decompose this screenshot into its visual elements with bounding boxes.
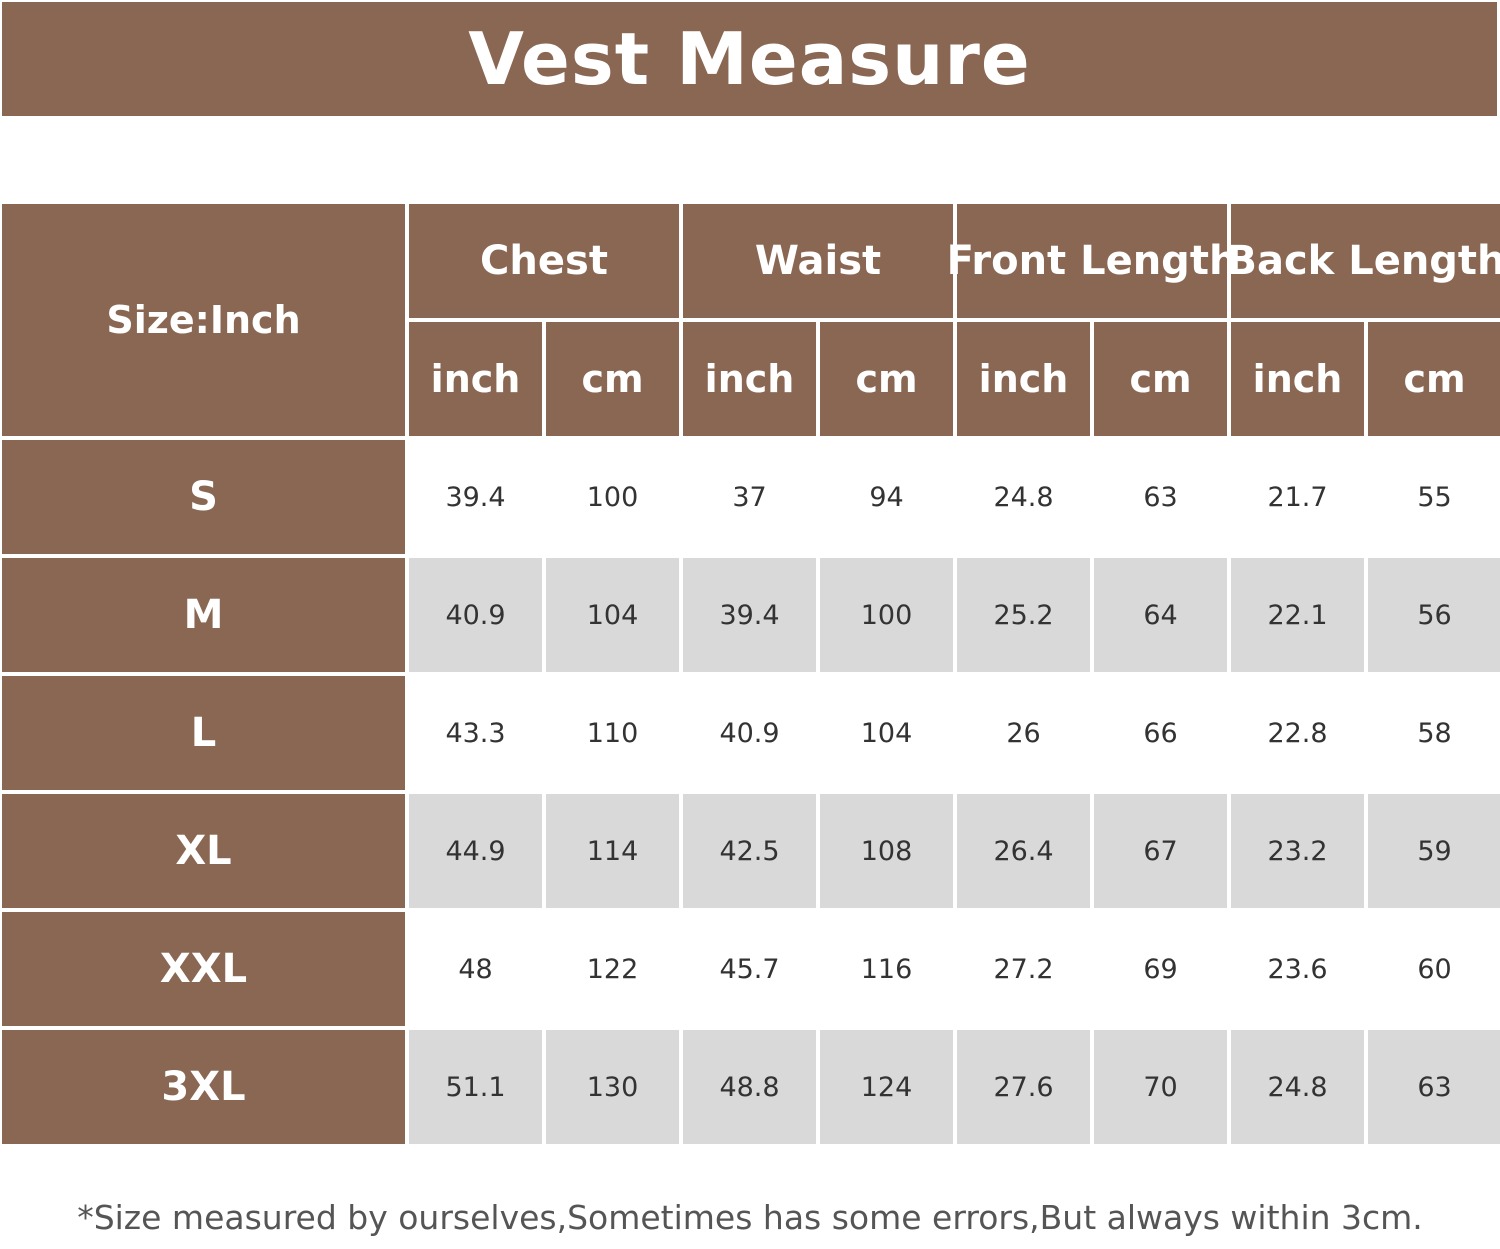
group-header-back-length: Back Length	[1226, 204, 1500, 318]
page-title: Vest Measure	[468, 17, 1031, 101]
table-cell: 48.8	[683, 1030, 816, 1144]
table-cell: 40.9	[409, 558, 542, 672]
size-label: M	[2, 558, 405, 672]
table-cell: 27.2	[957, 912, 1090, 1026]
group-header-waist: Waist	[683, 204, 953, 318]
size-label: XL	[2, 794, 405, 908]
table-cell: 63	[1368, 1030, 1500, 1144]
table-cell: 56	[1368, 558, 1500, 672]
table-cell: 25.2	[957, 558, 1090, 672]
table-cell: 108	[820, 794, 953, 908]
table-cell: 23.6	[1231, 912, 1364, 1026]
table-cell: 43.3	[409, 676, 542, 790]
unit-header: inch	[409, 322, 542, 436]
table-cell: 51.1	[409, 1030, 542, 1144]
table-cell: 59	[1368, 794, 1500, 908]
size-table: Size:Inch Chest Waist Front Length Back …	[2, 204, 1500, 1150]
table-cell: 23.2	[1231, 794, 1364, 908]
table-cell: 21.7	[1231, 440, 1364, 554]
table-cell: 100	[820, 558, 953, 672]
table-cell: 22.1	[1231, 558, 1364, 672]
unit-header: cm	[546, 322, 679, 436]
table-cell: 22.8	[1231, 676, 1364, 790]
unit-header: inch	[1231, 322, 1364, 436]
size-label: L	[2, 676, 405, 790]
table-cell: 26.4	[957, 794, 1090, 908]
table-cell: 104	[546, 558, 679, 672]
table-cell: 24.8	[957, 440, 1090, 554]
table-cell: 39.4	[683, 558, 816, 672]
size-label: S	[2, 440, 405, 554]
table-cell: 24.8	[1231, 1030, 1364, 1144]
table-cell: 64	[1094, 558, 1227, 672]
table-cell: 44.9	[409, 794, 542, 908]
table-cell: 104	[820, 676, 953, 790]
size-label: XXL	[2, 912, 405, 1026]
size-label: 3XL	[2, 1030, 405, 1144]
unit-header: inch	[683, 322, 816, 436]
unit-header: cm	[1094, 322, 1227, 436]
size-note: *Size measured by ourselves,Sometimes ha…	[77, 1198, 1423, 1237]
table-cell: 37	[683, 440, 816, 554]
table-cell: 94	[820, 440, 953, 554]
table-cell: 63	[1094, 440, 1227, 554]
group-header-chest: Chest	[409, 204, 679, 318]
table-cell: 114	[546, 794, 679, 908]
table-cell: 69	[1094, 912, 1227, 1026]
table-cell: 48	[409, 912, 542, 1026]
table-cell: 116	[820, 912, 953, 1026]
title-banner: Vest Measure	[2, 2, 1497, 116]
table-cell: 130	[546, 1030, 679, 1144]
table-cell: 67	[1094, 794, 1227, 908]
table-cell: 40.9	[683, 676, 816, 790]
group-header-front-length: Front Length	[947, 204, 1237, 318]
table-cell: 58	[1368, 676, 1500, 790]
table-cell: 42.5	[683, 794, 816, 908]
table-cell: 55	[1368, 440, 1500, 554]
table-cell: 39.4	[409, 440, 542, 554]
unit-header: cm	[1368, 322, 1500, 436]
corner-header: Size:Inch	[2, 204, 405, 436]
table-cell: 122	[546, 912, 679, 1026]
table-cell: 27.6	[957, 1030, 1090, 1144]
table-cell: 124	[820, 1030, 953, 1144]
table-cell: 66	[1094, 676, 1227, 790]
table-cell: 70	[1094, 1030, 1227, 1144]
unit-header: inch	[957, 322, 1090, 436]
table-cell: 110	[546, 676, 679, 790]
table-cell: 100	[546, 440, 679, 554]
unit-header: cm	[820, 322, 953, 436]
table-cell: 45.7	[683, 912, 816, 1026]
table-cell: 26	[957, 676, 1090, 790]
table-cell: 60	[1368, 912, 1500, 1026]
